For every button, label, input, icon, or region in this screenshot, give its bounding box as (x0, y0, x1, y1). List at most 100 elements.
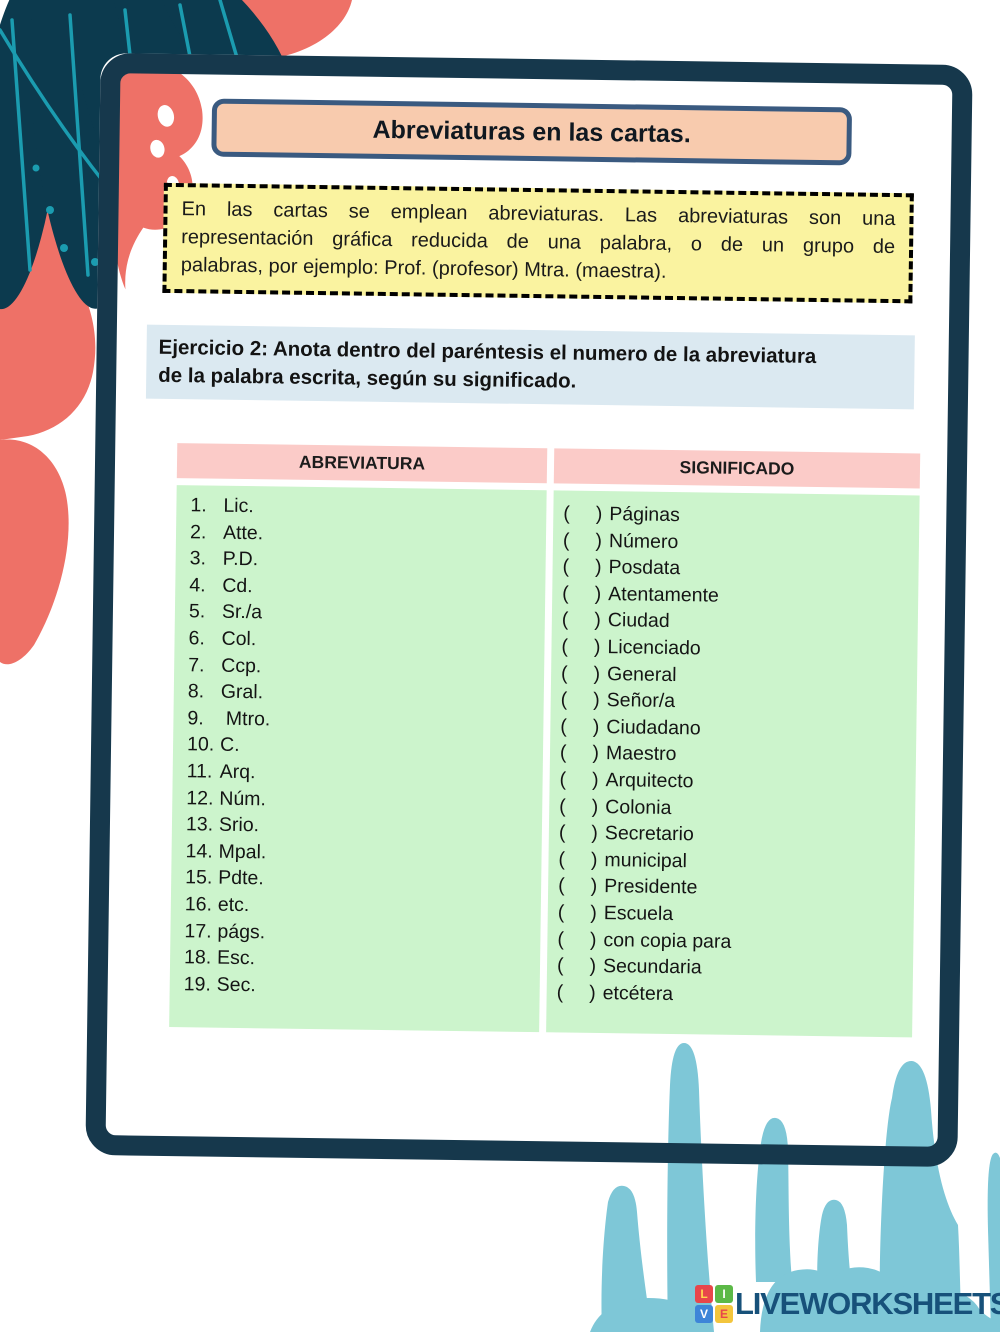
liveworksheets-icon: L I V E (695, 1285, 733, 1323)
row-number: 18. (183, 946, 212, 969)
abbreviation: Arq. (219, 760, 256, 784)
abbreviation: C. (219, 734, 240, 757)
answer-slot[interactable] (566, 763, 592, 785)
answer-slot[interactable] (569, 551, 595, 573)
meaning: Maestro (605, 742, 677, 766)
meaning: Páginas (609, 503, 680, 527)
answer-slot[interactable] (569, 577, 595, 599)
answer-slot[interactable] (569, 524, 595, 546)
table-row: ( ) Páginas (563, 497, 919, 529)
table-row: ( ) Secundaria (557, 950, 913, 982)
abbreviation: Lic. (223, 494, 254, 518)
paren-close: ) (591, 768, 599, 791)
answer-slot[interactable] (563, 950, 589, 972)
meaning-list: ( ) Páginas ( ) Número ( ) Posdata ( ) A… (546, 490, 920, 1038)
row-number: 9. (187, 706, 204, 730)
abbreviation: Sr./a (221, 601, 263, 624)
table-row: 19. Sec. (184, 971, 540, 1003)
abbreviation: Srio. (218, 813, 260, 837)
meaning: Arquitecto (605, 769, 694, 793)
meaning: Escuela (603, 901, 674, 925)
row-number: 19. (183, 972, 212, 996)
meaning: con copia para (603, 928, 732, 953)
exercise-instructions: Ejercicio 2: Anota dentro del paréntesis… (145, 324, 915, 410)
table-row: ( ) Número (563, 524, 919, 556)
paren-close: ) (590, 901, 597, 924)
meaning: General (606, 662, 677, 686)
row-number: 17. (184, 919, 212, 943)
worksheet-card: Abreviaturas en las cartas. En las carta… (85, 52, 973, 1168)
paren-close: ) (592, 742, 600, 765)
meaning: Posdata (608, 556, 681, 580)
answer-slot[interactable] (564, 923, 590, 945)
abbreviation: Atte. (222, 521, 264, 544)
abbreviation: Mtro. (220, 707, 271, 731)
answer-slot[interactable] (567, 710, 593, 732)
answer-slot[interactable] (570, 498, 596, 520)
table-row: ( ) Presidente (558, 870, 914, 902)
row-number: 14. (185, 839, 213, 863)
answer-slot[interactable] (566, 790, 592, 812)
row-number: 6. (188, 627, 205, 650)
table-row: ( ) Escuela (558, 896, 914, 928)
paren-close: ) (594, 582, 602, 605)
row-number: 4. (189, 574, 206, 597)
table-row: ( ) Colonia (559, 790, 915, 822)
abbreviation: P.D. (222, 547, 259, 571)
answer-slot[interactable] (563, 976, 589, 998)
answer-slot[interactable] (565, 870, 591, 892)
row-number: 10. (186, 733, 215, 756)
liveworksheets-logo[interactable]: L I V E LIVEWORKSHEETS (695, 1285, 1000, 1323)
meaning: Secretario (604, 822, 694, 846)
meaning: Atentamente (608, 582, 719, 607)
abbreviation: Cd. (222, 574, 253, 597)
answer-slot[interactable] (565, 817, 591, 839)
row-number: 12. (186, 786, 214, 810)
row-number: 5. (188, 600, 206, 623)
abbreviation: Gral. (220, 680, 264, 704)
meaning: Colonia (605, 795, 672, 819)
row-number: 3. (189, 547, 207, 570)
table-row: ( ) Atentamente (562, 577, 918, 609)
abbreviation: págs. (217, 920, 266, 943)
abbreviation: Sec. (216, 973, 256, 996)
answer-slot[interactable] (568, 631, 594, 653)
answer-slot[interactable] (564, 896, 590, 918)
table-row: ( ) con copia para (557, 923, 913, 955)
abbreviation: etc. (217, 893, 250, 917)
meaning: etcétera (602, 981, 674, 1005)
meaning: municipal (604, 848, 688, 872)
paren-close: ) (593, 662, 601, 685)
answer-slot[interactable] (568, 604, 594, 626)
row-number: 1. (190, 494, 207, 517)
page-title: Abreviaturas en las cartas. (372, 115, 691, 148)
paren-close: ) (589, 928, 597, 951)
abbreviation: Pdte. (218, 867, 264, 890)
paren-close: ) (591, 822, 599, 845)
meaning: Ciudadano (606, 715, 701, 740)
meaning: Señor/a (606, 689, 676, 713)
row-number: 15. (185, 866, 213, 889)
answer-slot[interactable] (565, 843, 591, 865)
table-row: ( ) Maestro (560, 737, 916, 769)
row-number: 11. (186, 760, 213, 783)
logo-wordmark: LIVEWORKSHEETS (735, 1286, 1000, 1321)
answer-slot[interactable] (567, 684, 593, 706)
logo-block-v-icon: V (695, 1305, 713, 1323)
paren-close: ) (595, 502, 603, 526)
answer-slot[interactable] (568, 657, 594, 679)
table-row: ( ) Secretario (559, 817, 915, 849)
answer-slot[interactable] (566, 737, 592, 759)
abbreviation: Ccp. (221, 654, 262, 677)
table-row: ( ) Señor/a (561, 684, 917, 716)
row-number: 8. (187, 680, 205, 703)
logo-block-e-icon: E (715, 1305, 733, 1323)
row-number: 13. (185, 813, 214, 836)
table-row: ( ) Posdata (562, 551, 918, 583)
row-number: 2. (189, 520, 207, 544)
paren-close: ) (589, 954, 597, 978)
meaning: Licenciado (607, 636, 701, 660)
paren-close: ) (593, 635, 601, 658)
paren-close: ) (595, 529, 603, 552)
row-number: 7. (188, 653, 205, 677)
